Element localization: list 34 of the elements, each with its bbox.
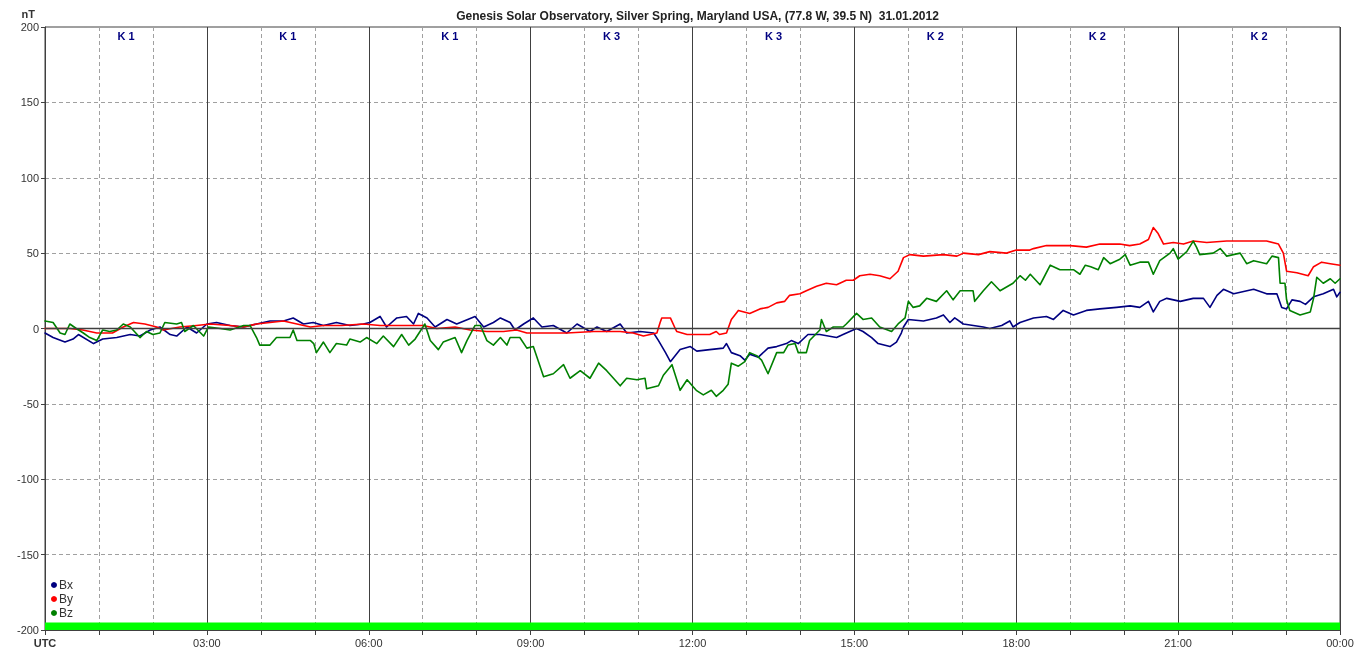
y-tick-label: 150 [20,96,39,109]
x-tick-label: UTC [33,636,57,649]
y-tick-label: 0 [32,322,39,335]
annotation: K 1 [441,30,459,42]
legend-label: Bz [59,606,74,620]
legend-label: Bx [59,578,74,592]
y-tick-label: -50 [23,397,39,410]
y-tick-label: -100 [16,473,39,486]
line-series [44,288,1341,363]
x-tick-label: 06:00 [354,636,383,649]
y-tick-label: -200 [16,624,39,636]
line-series [44,226,1341,337]
y-tick-label: 50 [26,247,39,260]
annotation: K 3 [764,30,782,42]
legend-label: By [59,592,74,606]
annotation: K 2 [1088,30,1106,42]
annotation: K 1 [279,30,297,42]
x-tick-label: 03:00 [193,636,221,649]
x-tick-label: 21:00 [1164,636,1192,649]
line-series [44,240,1341,398]
y-tick-label: -150 [16,548,39,561]
y-axis-title: nT [21,7,36,20]
x-tick-label: 18:00 [1002,636,1031,649]
annotation: K 1 [117,30,135,42]
x-tick-label: 09:00 [516,636,545,649]
x-tick-label: 12:00 [678,636,707,649]
y-tick-label: 100 [20,171,39,184]
chart-title: Genesis Solar Observatory, Silver Spring, Maryland USA, (77.8 W, 39.5 N) 31.01.2012 [456,9,940,23]
x-tick-label: 00:00 [1326,636,1354,649]
annotation: K 3 [603,30,621,42]
x-tick-label: 15:00 [840,636,869,649]
annotation: K 2 [1250,30,1268,42]
y-tick-label: 200 [20,21,39,33]
annotation: K 2 [926,30,944,42]
